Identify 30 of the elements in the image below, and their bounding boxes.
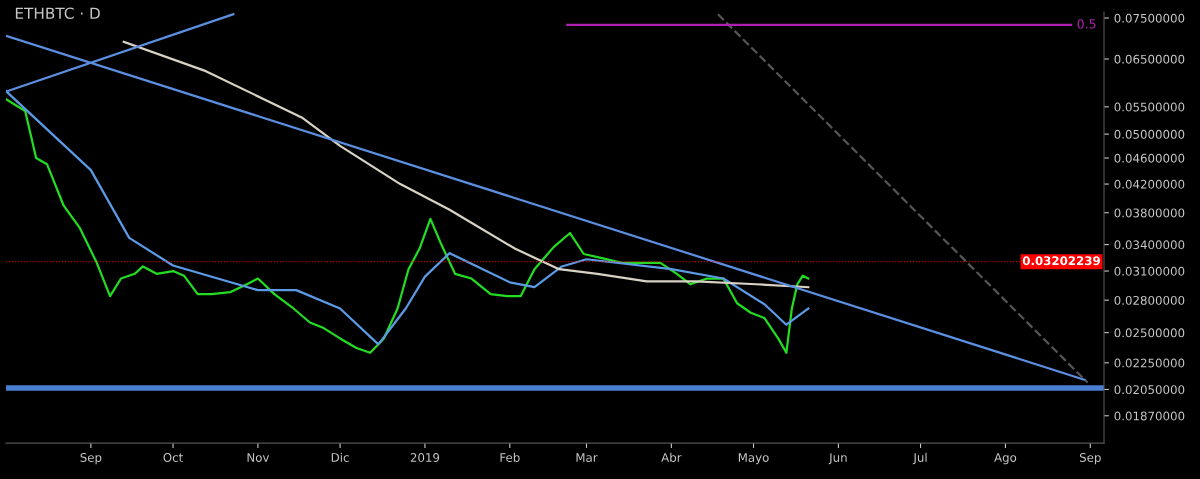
y-tick-label: 0.02500000	[1114, 328, 1185, 338]
x-tick-label: Feb	[500, 452, 520, 462]
y-tick-label: 0.02050000	[1114, 385, 1185, 395]
chart-title: ETHBTC · D	[15, 7, 100, 20]
x-tick-label: Abr	[661, 452, 682, 462]
x-tick-label: Sep	[80, 453, 102, 465]
x-tick-label: Oct	[163, 453, 183, 462]
x-tick-label: Ago	[994, 453, 1017, 465]
y-tick-label: 0.01870000	[1114, 411, 1185, 421]
x-tick-label: Jun	[828, 453, 847, 465]
x-tick-label: Mar	[576, 453, 598, 462]
y-tick-label: 0.02250000	[1114, 358, 1185, 368]
y-tick-label: 0.03400000	[1114, 240, 1185, 250]
y-tick-label: 0.07500000	[1114, 13, 1185, 23]
x-tick-label: Dic	[331, 452, 349, 462]
annotation: 0.5	[1077, 19, 1096, 29]
y-tick-label: 0.03100000	[1114, 266, 1185, 276]
y-tick-label: 0.04600000	[1114, 153, 1185, 163]
x-tick-label: Sep	[1079, 453, 1101, 465]
y-tick-label: 0.06500000	[1114, 54, 1185, 64]
x-tick-label: Jul	[912, 452, 927, 465]
y-tick-label: 0.03800000	[1114, 208, 1185, 218]
y-tick-label: 0.05000000	[1114, 129, 1185, 139]
x-tick-label: Mayo	[738, 453, 769, 465]
y-tick-label: 0.04200000	[1114, 179, 1185, 189]
x-tick-label: Nov	[247, 453, 270, 462]
ref-line-label: 0.03202239	[1022, 256, 1100, 266]
x-tick-label: 2019	[410, 453, 440, 462]
y-tick-label: 0.02800000	[1114, 295, 1185, 305]
y-tick-label: 0.05500000	[1114, 102, 1185, 112]
